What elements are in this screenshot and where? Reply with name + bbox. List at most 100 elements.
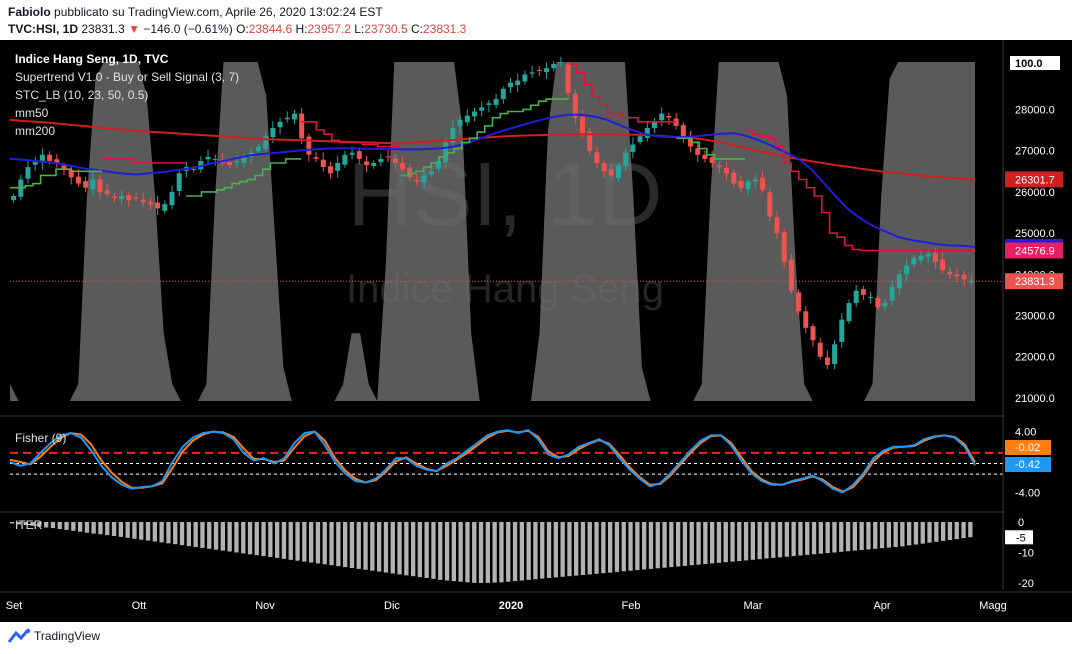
legend-title: Indice Hang Seng, 1D, TVC <box>15 52 169 66</box>
tradingview-brand[interactable]: TradingView <box>34 629 101 643</box>
iter-bar <box>839 522 844 552</box>
iter-bar <box>560 522 565 577</box>
legend-mm200[interactable]: mm200 <box>15 124 55 138</box>
supertrend-down-line <box>745 129 975 252</box>
main-price-pane[interactable] <box>9 56 1005 401</box>
candle-body <box>140 199 146 203</box>
iter-bar <box>132 522 137 539</box>
iter-bar <box>771 522 776 558</box>
legend-mm50[interactable]: mm50 <box>15 106 49 120</box>
iter-bar <box>682 522 688 566</box>
candle-body <box>810 326 816 341</box>
candle-body <box>652 121 657 128</box>
author[interactable]: Fabiolo <box>8 5 51 19</box>
iter-title[interactable]: ITER <box>15 518 43 532</box>
iter-bar <box>383 522 389 573</box>
candle-body <box>666 116 672 118</box>
open-value: 23844.6 <box>248 22 293 36</box>
iter-bar <box>343 522 348 568</box>
iter-bar <box>10 522 15 524</box>
iter-bar <box>526 522 531 580</box>
iter-bar <box>193 522 198 547</box>
candle-body <box>803 311 809 328</box>
low-value: 23730.5 <box>364 22 408 36</box>
iter-bar <box>30 522 35 526</box>
iter-bar <box>57 522 62 529</box>
iter-bar <box>322 522 327 565</box>
iter-bar <box>315 522 321 564</box>
candle-body <box>904 266 910 275</box>
fisher-title[interactable]: Fisher (9) <box>15 431 66 445</box>
iter-bar <box>78 522 83 532</box>
candle-body <box>601 163 607 172</box>
iter-value-bg <box>1005 530 1033 545</box>
iter-bar <box>64 522 69 530</box>
candle-body <box>292 113 297 120</box>
candle-body <box>270 128 276 138</box>
candle-body <box>644 128 650 138</box>
candle-body <box>565 64 571 93</box>
candle-body <box>11 196 17 201</box>
iter-bar <box>954 522 959 540</box>
iter-bar <box>166 522 171 544</box>
iter-bar <box>750 522 755 560</box>
candle-body <box>932 252 938 262</box>
last-price: 23831.3 <box>81 22 125 36</box>
iter-bar <box>105 522 110 536</box>
chart-canvas[interactable]: HSI, 1D Indice Hang Seng 21000.022000.02… <box>0 40 1072 622</box>
iter-bar <box>879 522 885 549</box>
iter-tick-label: 0 <box>1018 517 1024 529</box>
fisher-value: -0.42 <box>1015 459 1040 471</box>
iter-bar <box>540 522 545 579</box>
iter-bar <box>98 522 103 535</box>
candle-body <box>882 303 888 307</box>
candle-body <box>752 179 758 182</box>
iter-bar <box>220 522 225 551</box>
candle-body <box>587 131 593 151</box>
candle-body <box>774 217 780 234</box>
candle-body <box>313 157 319 159</box>
legend-supertrend[interactable]: Supertrend V1.0 - Buy or Sell Signal (3,… <box>15 70 239 84</box>
candle-body <box>594 152 600 163</box>
iter-bar <box>424 522 429 578</box>
iter-bar <box>200 522 205 548</box>
candle-body <box>378 158 384 163</box>
iter-bar <box>723 522 728 563</box>
iter-bar <box>818 522 823 554</box>
mm200-price-label: 26301.7 <box>1015 174 1055 186</box>
candle-body <box>385 156 391 158</box>
candle-body <box>198 161 204 170</box>
candle-body <box>111 196 117 198</box>
candle-body <box>688 135 693 147</box>
tradingview-logo-icon[interactable] <box>8 628 32 644</box>
candle-body <box>25 167 31 179</box>
iter-bar <box>913 522 919 545</box>
high-value: 23957.2 <box>307 22 351 36</box>
iter-bar <box>465 522 470 583</box>
iter-bar <box>444 522 450 581</box>
mm50-line <box>9 113 976 248</box>
supertrend-price-label-bg <box>1005 242 1063 259</box>
iter-bar <box>791 522 796 557</box>
iter-bar <box>798 522 803 556</box>
candle-body <box>637 136 643 142</box>
candle-body <box>616 165 621 178</box>
iter-bar <box>628 522 633 571</box>
iter-bar <box>23 522 28 525</box>
iter-bar <box>438 522 443 580</box>
footer: TradingView <box>0 622 1072 654</box>
candle-body <box>342 154 348 165</box>
candle-body <box>263 136 269 149</box>
price-tick-label: 22000.0 <box>1015 352 1055 364</box>
legend-stc[interactable]: STC_LB (10, 23, 50, 0.5) <box>15 88 148 102</box>
candle-body <box>256 146 261 151</box>
iter-pane[interactable] <box>10 522 973 583</box>
iter-bar <box>614 522 620 572</box>
iter-bar <box>601 522 606 574</box>
fisher-pane[interactable] <box>9 428 1003 494</box>
candle-body <box>205 156 211 160</box>
iter-bar <box>363 522 368 570</box>
candle-body <box>853 290 859 304</box>
candle-body <box>39 154 45 163</box>
candle-body <box>191 168 197 170</box>
